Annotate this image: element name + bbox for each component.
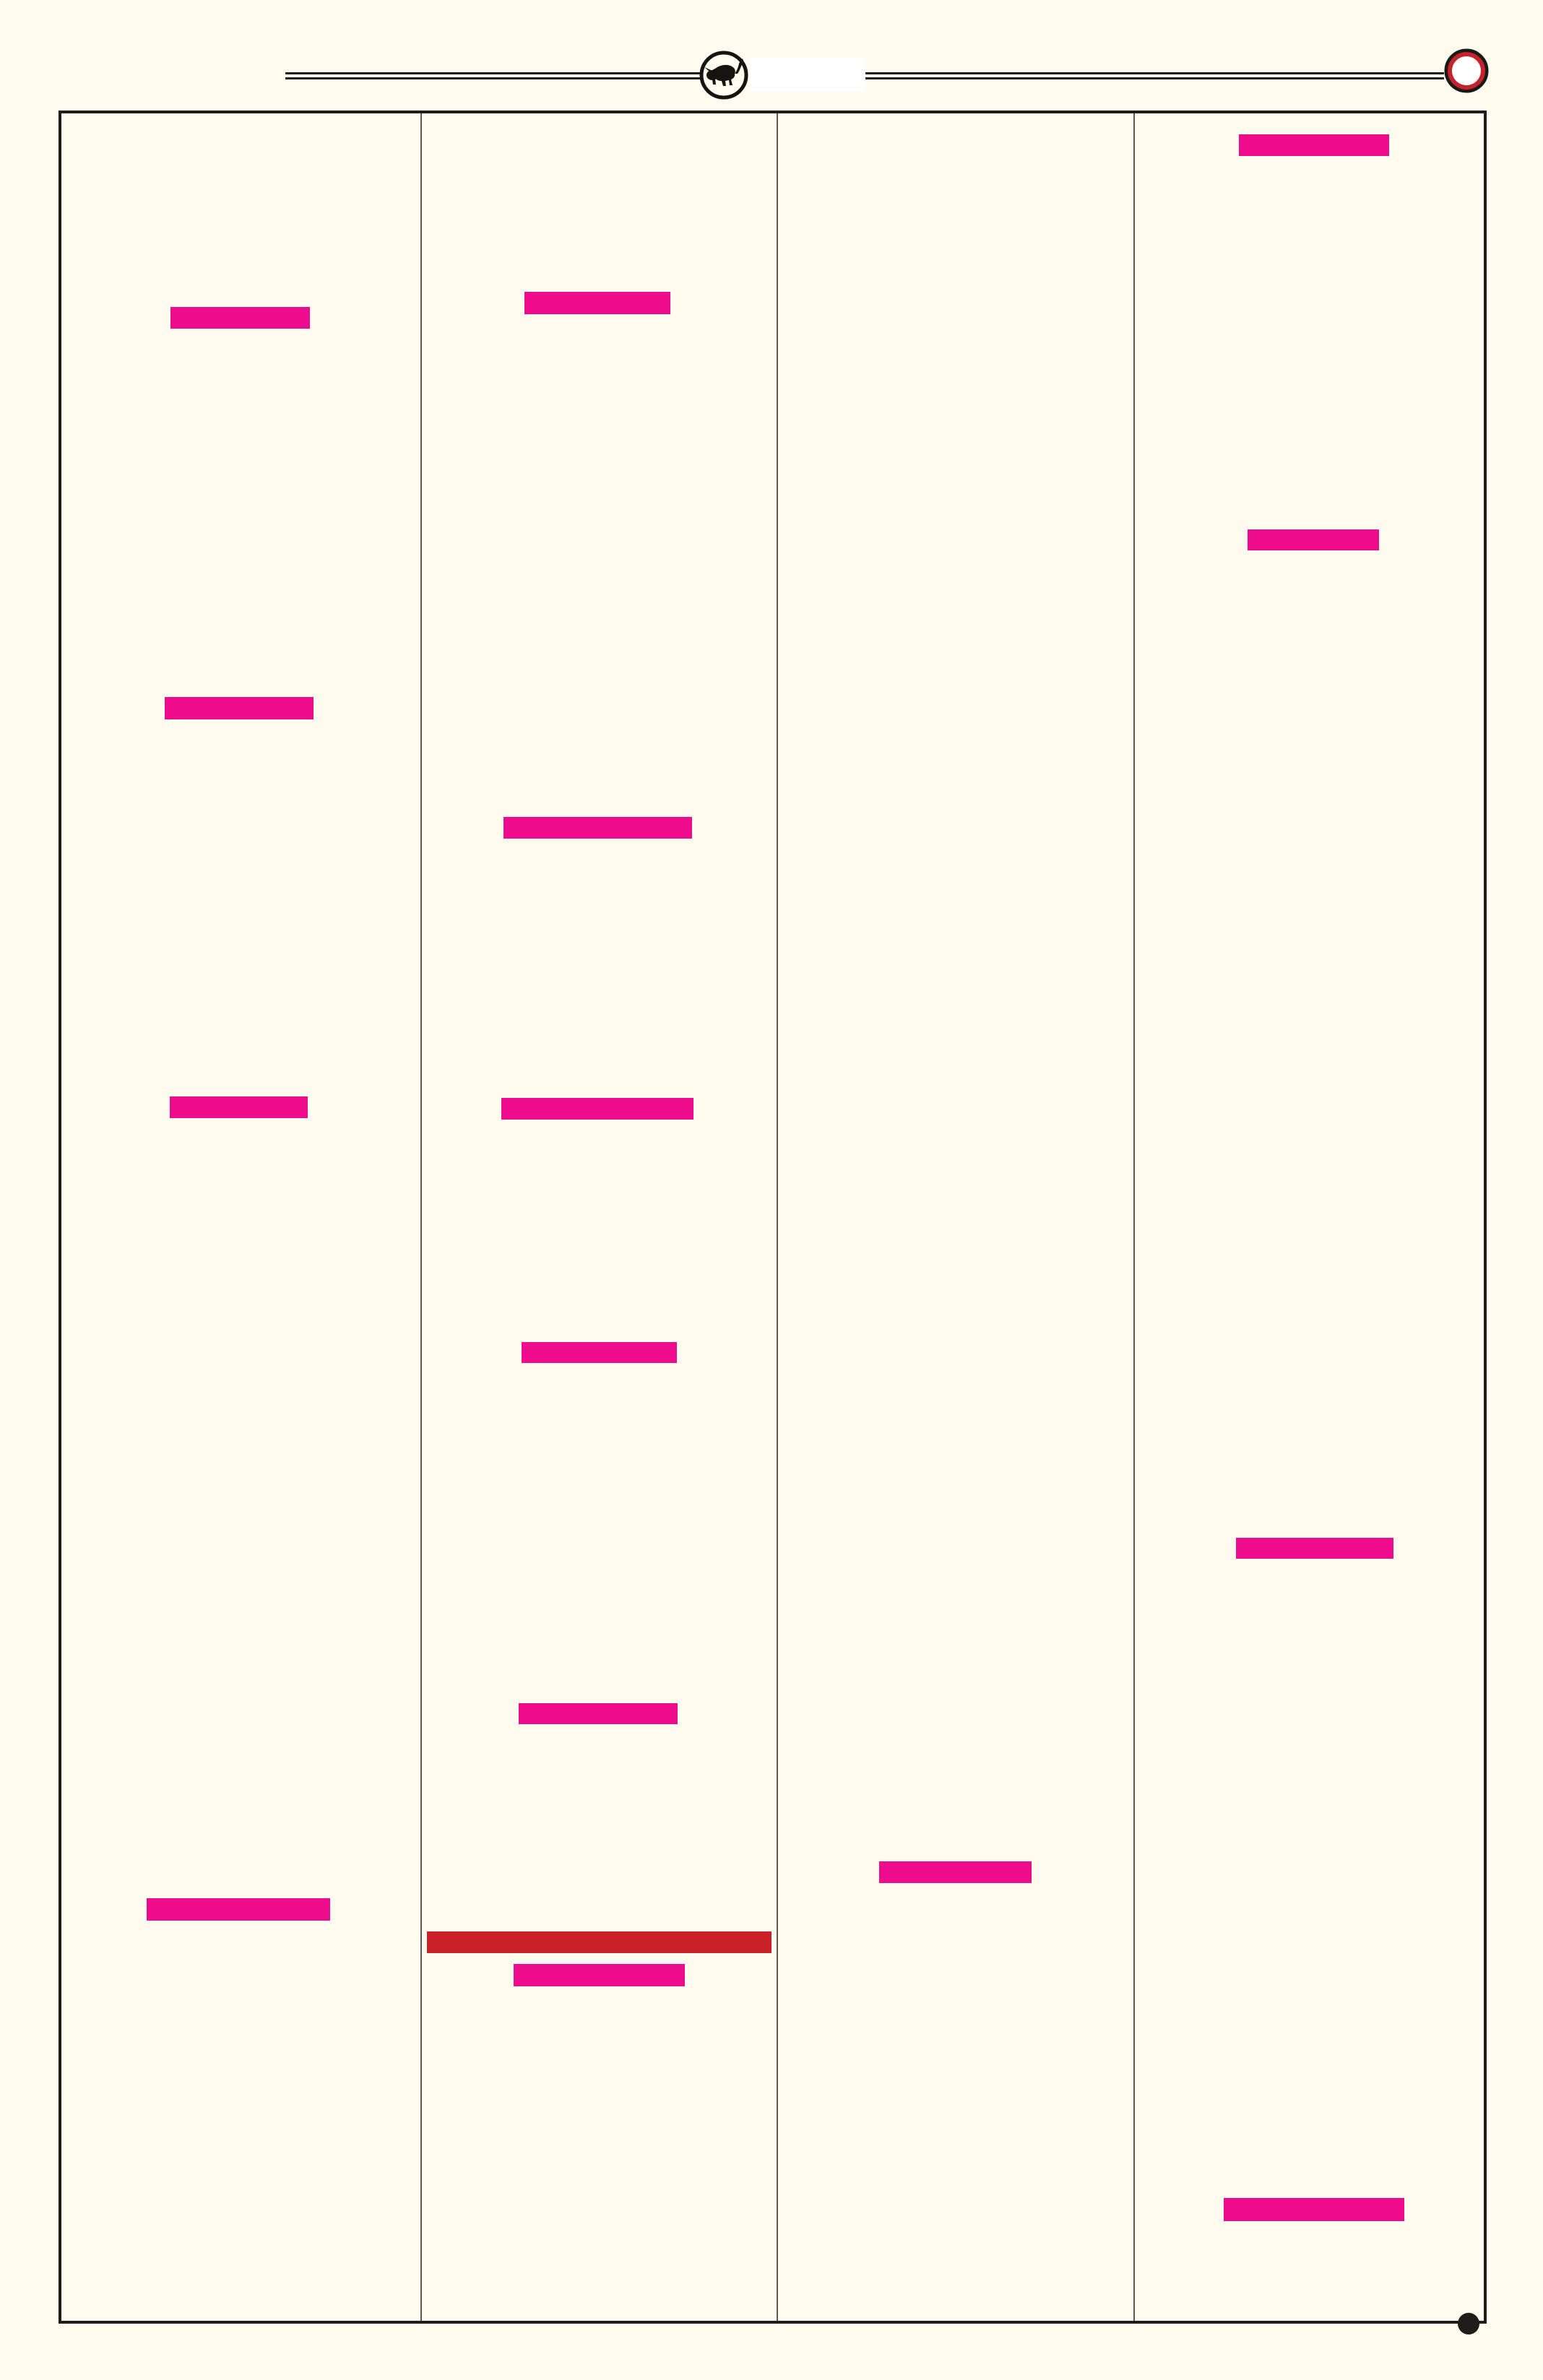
- corner-dot: [1458, 2313, 1479, 2334]
- masthead-rule-left: [285, 72, 702, 79]
- redaction-bar-c1-b3: [170, 1096, 308, 1118]
- redaction-bar-c2-b6: [427, 1931, 772, 1953]
- redaction-bar-c4-b1: [1239, 134, 1389, 156]
- redaction-bar-c2-b2: [503, 817, 692, 839]
- redaction-bar-c2-b5: [519, 1703, 678, 1724]
- redaction-bar-c4-b3: [1236, 1538, 1393, 1559]
- redaction-bar-c1-b4: [147, 1898, 330, 1921]
- redaction-bar-c1-b2: [165, 697, 314, 719]
- red-ring-circle-icon: [1444, 48, 1489, 93]
- redaction-bar-c2-b3: [501, 1098, 693, 1120]
- redaction-bar-c2-b7: [514, 1964, 685, 1986]
- masthead-rule-right: [864, 72, 1444, 79]
- redaction-bar-c3-b1: [879, 1861, 1032, 1883]
- column-divider-2: [777, 113, 778, 2321]
- redaction-bar-c4-b4: [1224, 2198, 1404, 2221]
- redaction-bar-c2-b1: [524, 292, 670, 314]
- column-divider-1: [420, 113, 422, 2321]
- bull-emblem-icon: [699, 51, 748, 100]
- redaction-bar-c2-b4: [522, 1342, 677, 1363]
- masthead-label-box: [750, 58, 865, 92]
- content-board: [59, 111, 1487, 2324]
- redaction-bar-c4-b2: [1248, 529, 1379, 550]
- redaction-bar-c1-b1: [170, 307, 310, 329]
- column-divider-3: [1133, 113, 1135, 2321]
